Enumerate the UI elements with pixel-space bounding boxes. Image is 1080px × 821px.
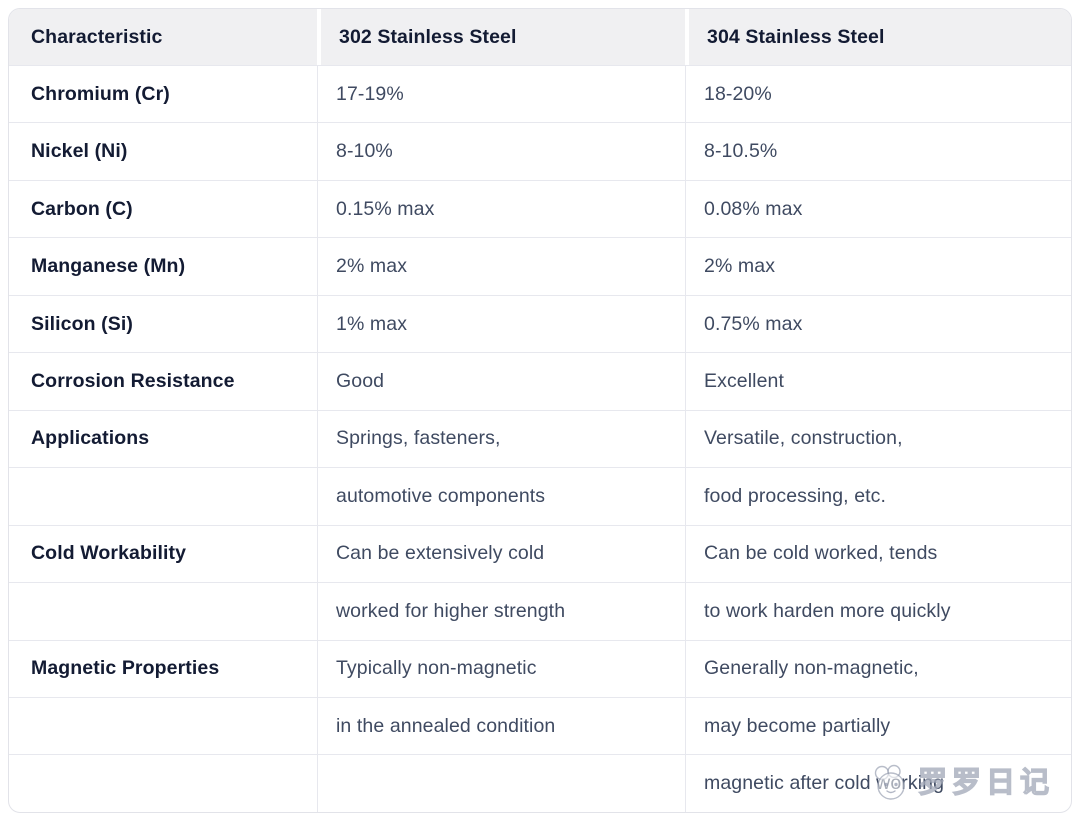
row-label-cell [9,467,317,524]
comparison-table: Characteristic 302 Stainless Steel 304 S… [9,9,1071,812]
row-label-cell: Manganese (Mn) [9,237,317,294]
row-label-cell: Corrosion Resistance [9,352,317,409]
value-cell: 8-10.5% [685,122,1071,180]
value-cell: Generally non-magnetic, [685,639,1071,697]
table-row: Cold Workability Can be extensively cold C… [9,524,1071,583]
table-row: Nickel (Ni) 8-10% 8-10.5% [9,122,1071,180]
value-cell: 1% max [317,294,685,353]
value-cell: Can be cold worked, tends [685,524,1071,583]
row-label-cell: Nickel (Ni) [9,122,317,179]
table-row: Carbon (C) 0.15% max 0.08% max [9,179,1071,238]
column-header-304-stainless-steel: 304 Stainless Steel [685,9,1071,65]
value-cell: Typically non-magnetic [317,639,685,697]
value-cell: magnetic after cold working [685,754,1071,812]
row-label-cell: Applications [9,409,317,467]
value-cell: Springs, fasteners, [317,409,685,468]
row-label-cell [9,696,317,754]
table-row: Magnetic Properties Typically non-magneti… [9,639,1071,697]
column-header-characteristic: Characteristic [9,9,317,65]
table-row: Applications Springs, fasteners, Versatile… [9,409,1071,468]
value-cell: 0.08% max [685,179,1071,238]
row-label-cell: Carbon (C) [9,179,317,237]
table-body: Chromium (Cr) 17-19% 18-20% Nickel (Ni) 8-10… [9,65,1071,812]
table-row: Chromium (Cr) 17-19% 18-20% [9,65,1071,123]
value-cell: Versatile, construction, [685,409,1071,468]
row-label-cell: Chromium (Cr) [9,65,317,122]
table-row: Corrosion Resistance Good Excellent [9,352,1071,410]
table-row: Manganese (Mn) 2% max 2% max [9,237,1071,295]
value-cell: 0.75% max [685,294,1071,353]
row-label-cell: Cold Workability [9,524,317,582]
value-cell: may become partially [685,696,1071,755]
value-cell: 18-20% [685,65,1071,123]
value-cell: 2% max [317,237,685,295]
table-row: in the annealed condition may become part… [9,696,1071,755]
table-row: automotive components food processing, et… [9,467,1071,525]
value-cell [317,754,685,812]
value-cell: 0.15% max [317,179,685,238]
row-label-cell: Silicon (Si) [9,294,317,352]
table-row: Silicon (Si) 1% max 0.75% max [9,294,1071,353]
value-cell: to work harden more quickly [685,582,1071,640]
table-row: worked for higher strength to work harden… [9,582,1071,640]
value-cell: Can be extensively cold [317,524,685,583]
value-cell: worked for higher strength [317,582,685,640]
column-header-302-stainless-steel: 302 Stainless Steel [317,9,685,65]
header-row: Characteristic 302 Stainless Steel 304 S… [9,9,1071,65]
value-cell: 2% max [685,237,1071,295]
row-label-cell [9,582,317,639]
row-label-cell [9,754,317,812]
row-label-cell: Magnetic Properties [9,639,317,697]
value-cell: 17-19% [317,65,685,123]
value-cell: automotive components [317,467,685,525]
value-cell: Good [317,352,685,410]
value-cell: in the annealed condition [317,696,685,755]
comparison-table-card: Characteristic 302 Stainless Steel 304 S… [8,8,1072,813]
value-cell: 8-10% [317,122,685,180]
table-row: magnetic after cold working [9,754,1071,812]
value-cell: food processing, etc. [685,467,1071,525]
value-cell: Excellent [685,352,1071,410]
